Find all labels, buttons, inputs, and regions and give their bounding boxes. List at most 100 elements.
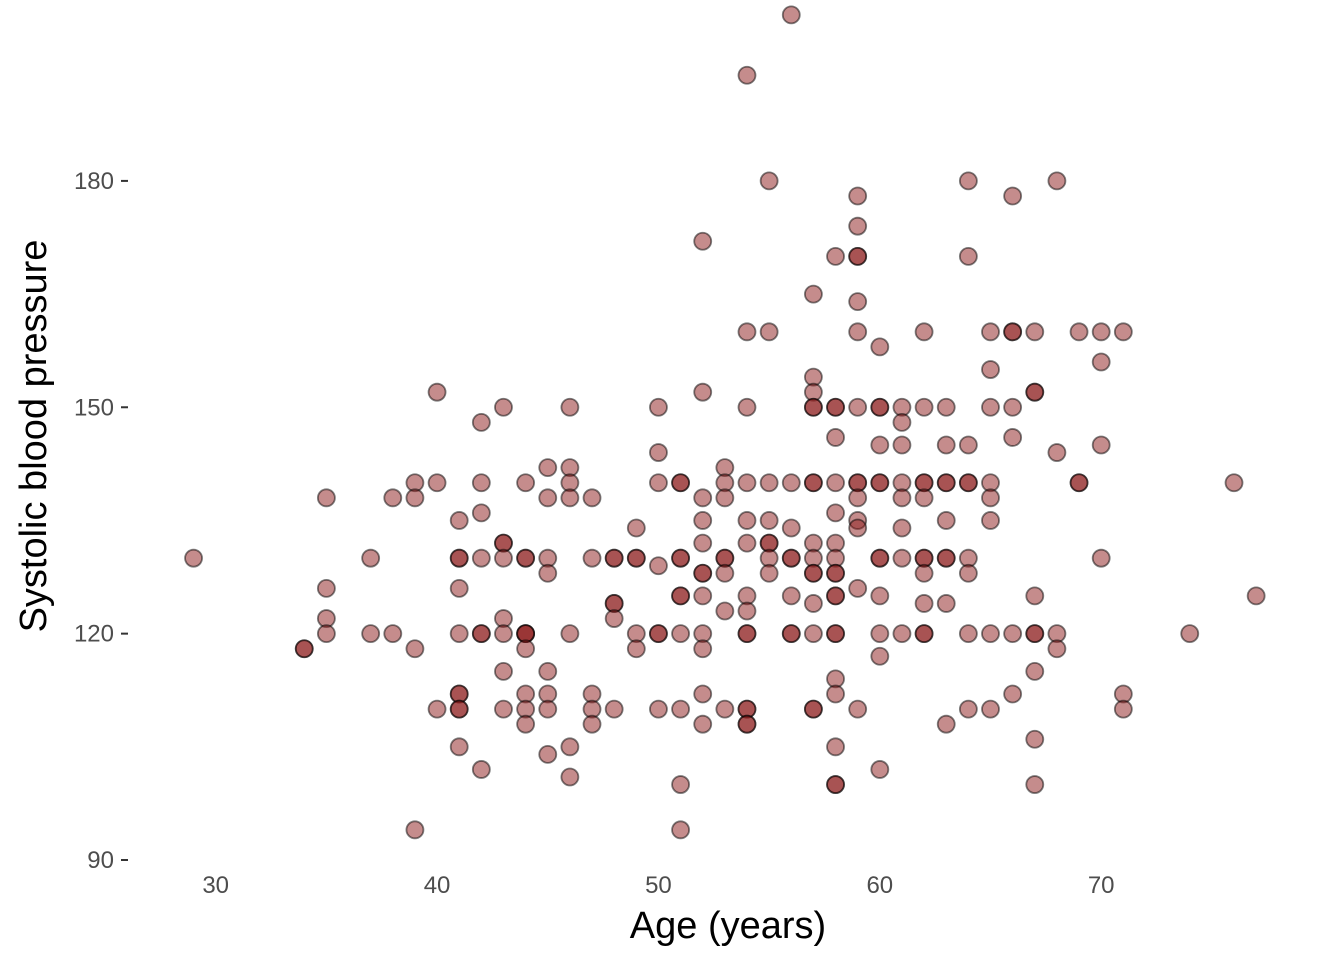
data-point (693, 533, 713, 553)
data-point (737, 511, 757, 530)
data-point (759, 171, 779, 191)
data-point (914, 594, 934, 613)
data-point (737, 473, 757, 493)
data-point (804, 284, 823, 304)
data-point (936, 435, 956, 455)
data-point (1047, 171, 1067, 191)
data-point (848, 578, 868, 598)
data-point (405, 488, 425, 508)
data-point (405, 639, 425, 659)
data-point (693, 511, 713, 530)
data-point (781, 518, 801, 538)
data-point (870, 337, 890, 357)
data-point (516, 714, 536, 734)
data-point (649, 443, 668, 462)
data-point (870, 473, 890, 493)
data-point (649, 699, 668, 719)
data-point (914, 322, 934, 342)
data-point (1091, 322, 1111, 342)
data-point (958, 171, 978, 191)
data-point (671, 586, 690, 606)
x-tick-label: 30 (202, 872, 229, 899)
data-point (870, 624, 890, 644)
data-point (361, 548, 381, 568)
data-point (1003, 684, 1023, 704)
data-point (958, 624, 978, 644)
data-point (737, 601, 757, 621)
data-point (471, 412, 491, 432)
data-point (870, 435, 890, 455)
data-point (316, 488, 336, 508)
data-point (538, 458, 558, 478)
data-point (604, 609, 624, 628)
data-point (1091, 548, 1111, 568)
data-point (936, 594, 956, 613)
data-point (737, 65, 757, 85)
data-point (1025, 322, 1045, 342)
data-point (626, 639, 646, 659)
data-point (383, 624, 403, 644)
data-point (471, 503, 491, 523)
data-point (936, 548, 956, 568)
data-point (781, 5, 801, 25)
data-point (560, 397, 580, 417)
data-point (1069, 473, 1089, 493)
data-point (1003, 322, 1023, 342)
data-point (848, 186, 868, 206)
data-point (427, 382, 447, 402)
data-point (804, 563, 823, 583)
data-point (892, 488, 912, 508)
data-point (759, 473, 779, 493)
data-point (958, 246, 978, 266)
data-point (804, 473, 823, 493)
data-point (582, 488, 602, 508)
data-point (1180, 624, 1200, 644)
data-point (870, 548, 890, 568)
data-point (582, 548, 602, 568)
data-point (848, 322, 868, 342)
data-point (560, 767, 580, 787)
data-point (649, 556, 668, 576)
data-point (1025, 729, 1045, 749)
data-point (1003, 397, 1023, 417)
data-point (826, 246, 845, 266)
data-point (892, 518, 912, 538)
data-point (981, 360, 1000, 379)
data-point (981, 488, 1000, 508)
data-point (560, 624, 580, 644)
data-point (936, 473, 956, 493)
data-point (427, 699, 447, 719)
data-point (958, 435, 978, 455)
data-point (449, 578, 469, 598)
data-point (671, 548, 690, 568)
points-layer (184, 5, 1266, 840)
data-point (981, 511, 1000, 530)
data-point (626, 548, 646, 568)
data-point (449, 548, 469, 568)
data-point (449, 699, 469, 719)
data-point (914, 488, 934, 508)
data-point (981, 397, 1000, 417)
data-point (1003, 186, 1023, 206)
data-point (471, 548, 491, 568)
data-point (981, 624, 1000, 644)
data-point (649, 397, 668, 417)
data-point (715, 601, 735, 621)
data-point (693, 714, 713, 734)
x-axis-title: Age (years) (630, 905, 826, 947)
data-point (449, 624, 469, 644)
data-point (804, 624, 823, 644)
data-point (471, 760, 491, 779)
data-point (781, 586, 801, 606)
data-point (516, 473, 536, 493)
data-point (826, 586, 845, 606)
data-point (870, 646, 890, 666)
data-point (848, 397, 868, 417)
data-point (494, 548, 513, 568)
data-point (649, 473, 668, 493)
x-tick-label: 70 (1088, 872, 1115, 899)
data-point (693, 586, 713, 606)
data-point (449, 737, 469, 757)
data-point (693, 563, 713, 583)
data-point (936, 397, 956, 417)
